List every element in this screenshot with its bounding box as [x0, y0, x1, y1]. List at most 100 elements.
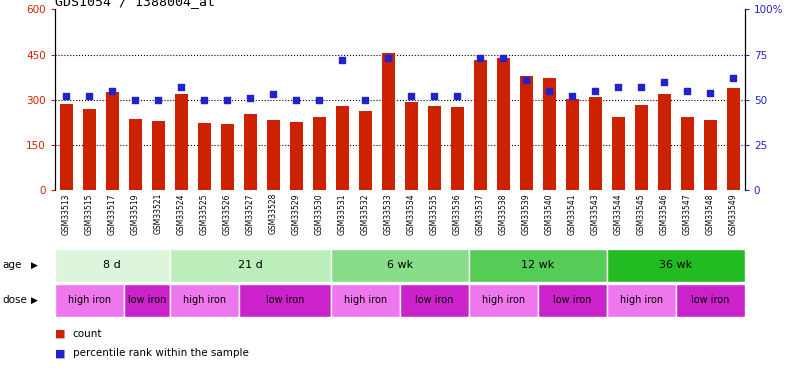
- Text: GSM33524: GSM33524: [177, 193, 186, 234]
- Bar: [129, 119, 142, 190]
- Point: [382, 55, 395, 61]
- Text: GSM33528: GSM33528: [268, 193, 278, 234]
- Text: GSM33539: GSM33539: [521, 193, 531, 235]
- Bar: [175, 94, 188, 190]
- Bar: [635, 105, 647, 190]
- Text: GDS1054 / 1388004_at: GDS1054 / 1388004_at: [55, 0, 215, 8]
- Bar: [221, 124, 234, 190]
- Text: 36 wk: 36 wk: [659, 261, 692, 270]
- Point: [496, 55, 509, 61]
- Text: GSM33521: GSM33521: [154, 193, 163, 234]
- Point: [152, 97, 164, 103]
- Text: low iron: low iron: [127, 296, 166, 305]
- Point: [542, 88, 555, 94]
- Bar: [152, 121, 164, 190]
- Text: GSM33527: GSM33527: [246, 193, 255, 234]
- Bar: [607, 249, 745, 282]
- Text: percentile rank within the sample: percentile rank within the sample: [73, 348, 248, 358]
- Point: [589, 88, 602, 94]
- Text: low iron: low iron: [266, 296, 304, 305]
- Text: GSM33535: GSM33535: [430, 193, 438, 235]
- Text: ▶: ▶: [31, 296, 38, 305]
- Text: GSM33526: GSM33526: [222, 193, 232, 234]
- Point: [197, 97, 210, 103]
- Bar: [83, 110, 96, 190]
- Point: [405, 93, 418, 99]
- Bar: [520, 76, 533, 190]
- Text: high iron: high iron: [183, 296, 226, 305]
- Text: GSM33530: GSM33530: [315, 193, 324, 235]
- Point: [566, 93, 579, 99]
- Text: ■: ■: [55, 348, 65, 358]
- Point: [83, 93, 96, 99]
- Point: [106, 88, 118, 94]
- Bar: [566, 99, 579, 190]
- Bar: [55, 284, 124, 317]
- Bar: [290, 122, 302, 190]
- Text: low iron: low iron: [415, 296, 454, 305]
- Text: GSM33536: GSM33536: [453, 193, 462, 235]
- Text: GSM33549: GSM33549: [729, 193, 737, 235]
- Text: high iron: high iron: [343, 296, 387, 305]
- Bar: [658, 94, 671, 190]
- Bar: [400, 284, 469, 317]
- Text: ▶: ▶: [31, 261, 38, 270]
- Point: [612, 84, 625, 90]
- Text: high iron: high iron: [68, 296, 111, 305]
- Point: [221, 97, 234, 103]
- Text: ■: ■: [55, 329, 65, 339]
- Point: [474, 55, 487, 61]
- Point: [635, 84, 648, 90]
- Bar: [60, 104, 73, 190]
- Bar: [607, 284, 675, 317]
- Text: GSM33531: GSM33531: [338, 193, 347, 234]
- Bar: [727, 88, 740, 190]
- Point: [60, 93, 73, 99]
- Bar: [124, 284, 170, 317]
- Bar: [428, 106, 441, 190]
- Point: [681, 88, 694, 94]
- Text: GSM33538: GSM33538: [499, 193, 508, 234]
- Point: [267, 92, 280, 98]
- Bar: [336, 106, 349, 190]
- Bar: [543, 78, 555, 190]
- Bar: [382, 53, 395, 190]
- Bar: [313, 117, 326, 190]
- Text: low iron: low iron: [691, 296, 729, 305]
- Bar: [469, 249, 607, 282]
- Text: GSM33517: GSM33517: [108, 193, 117, 234]
- Bar: [469, 284, 538, 317]
- Text: GSM33548: GSM33548: [706, 193, 715, 234]
- Point: [336, 57, 349, 63]
- Text: low iron: low iron: [553, 296, 592, 305]
- Bar: [170, 249, 330, 282]
- Point: [520, 77, 533, 83]
- Bar: [675, 284, 745, 317]
- Text: GSM33543: GSM33543: [591, 193, 600, 235]
- Bar: [704, 120, 717, 190]
- Bar: [55, 249, 170, 282]
- Text: GSM33534: GSM33534: [407, 193, 416, 235]
- Text: high iron: high iron: [620, 296, 663, 305]
- Bar: [330, 249, 469, 282]
- Point: [244, 95, 257, 101]
- Text: high iron: high iron: [482, 296, 525, 305]
- Text: GSM33533: GSM33533: [384, 193, 393, 235]
- Text: 6 wk: 6 wk: [387, 261, 413, 270]
- Point: [727, 75, 740, 81]
- Text: GSM33537: GSM33537: [476, 193, 484, 235]
- Point: [451, 93, 463, 99]
- Point: [175, 84, 188, 90]
- Text: GSM33513: GSM33513: [62, 193, 71, 234]
- Bar: [497, 58, 509, 190]
- Text: GSM33532: GSM33532: [361, 193, 370, 234]
- Text: GSM33525: GSM33525: [200, 193, 209, 234]
- Point: [704, 90, 717, 96]
- Bar: [267, 120, 280, 190]
- Text: dose: dose: [2, 296, 27, 305]
- Text: count: count: [73, 329, 102, 339]
- Text: GSM33547: GSM33547: [683, 193, 692, 235]
- Text: GSM33541: GSM33541: [567, 193, 577, 234]
- Point: [658, 79, 671, 85]
- Point: [290, 97, 303, 103]
